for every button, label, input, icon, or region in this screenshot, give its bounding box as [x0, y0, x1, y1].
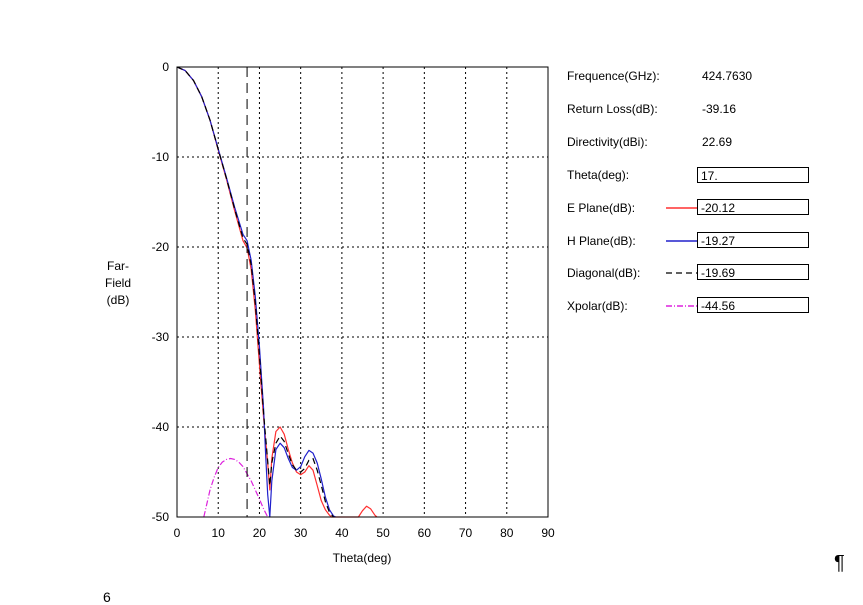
x-tick-labels: 0 10 20 30 40 50 60 70 80 90	[174, 526, 555, 540]
eplane-value-box: -20.12	[697, 199, 809, 215]
grid	[177, 67, 548, 517]
x-tick-label-2: 20	[253, 526, 267, 540]
theta-input[interactable]: 17.	[697, 167, 809, 183]
xpolar-value-box: -44.56	[697, 297, 809, 313]
y-tick-label-2: -20	[152, 240, 170, 254]
x-tick-label-9: 90	[541, 526, 555, 540]
x-tick-label-0: 0	[174, 526, 181, 540]
diagonal-legend-swatch	[666, 272, 697, 274]
x-tick-label-7: 70	[459, 526, 473, 540]
xpolar-legend-swatch	[666, 305, 697, 307]
x-tick-label-4: 40	[335, 526, 349, 540]
y-axis-label-line1: Far-	[107, 259, 129, 273]
plot-frame	[176, 66, 549, 518]
y-tick-label-0: 0	[162, 60, 169, 74]
xpolar-label: Xpolar(dB):	[567, 299, 628, 313]
x-axis-label: Theta(deg)	[333, 551, 392, 565]
x-tick-label-8: 80	[500, 526, 514, 540]
directivity-label: Directivity(dBi):	[567, 135, 648, 149]
corner-mark: 6	[103, 589, 111, 605]
series-line-2	[176, 66, 335, 518]
plot-area	[177, 67, 548, 517]
diagonal-label: Diagonal(dB):	[567, 266, 641, 280]
x-tick-label-3: 30	[294, 526, 308, 540]
hplane-legend-swatch	[666, 240, 697, 242]
x-tick-label-1: 10	[212, 526, 226, 540]
return-loss-label: Return Loss(dB):	[567, 102, 658, 116]
series-line-3	[203, 457, 269, 518]
theta-label: Theta(deg):	[567, 168, 630, 182]
y-tick-label-5: -50	[152, 510, 170, 524]
y-tick-label-1: -10	[152, 150, 170, 164]
eplane-legend-swatch	[666, 207, 697, 209]
series-line-1	[176, 66, 336, 518]
far-field-chart: 0 10 20 30 40 50 60 70 80 90 0 -10 -20 -30 -40 -50 The…	[105, 60, 555, 565]
return-loss-value: -39.16	[702, 102, 737, 116]
y-tick-labels: 0 -10 -20 -30 -40 -50	[152, 60, 170, 524]
pilcrow-mark: ¶	[834, 552, 845, 574]
y-tick-label-4: -40	[152, 420, 170, 434]
x-tick-label-5: 50	[376, 526, 390, 540]
y-axis-label-line3: (dB)	[107, 293, 130, 307]
hplane-value-box: -19.27	[697, 232, 809, 248]
diagonal-value-box: -19.69	[697, 264, 809, 280]
hplane-label: H Plane(dB):	[567, 234, 636, 248]
eplane-label: E Plane(dB):	[567, 201, 636, 215]
y-tick-label-3: -30	[152, 330, 170, 344]
frequence-value: 424.7630	[702, 69, 753, 83]
x-tick-label-6: 60	[418, 526, 432, 540]
frequence-label: Frequence(GHz):	[567, 69, 660, 83]
y-axis-label-line2: Field	[105, 276, 131, 290]
directivity-value: 22.69	[702, 135, 733, 149]
